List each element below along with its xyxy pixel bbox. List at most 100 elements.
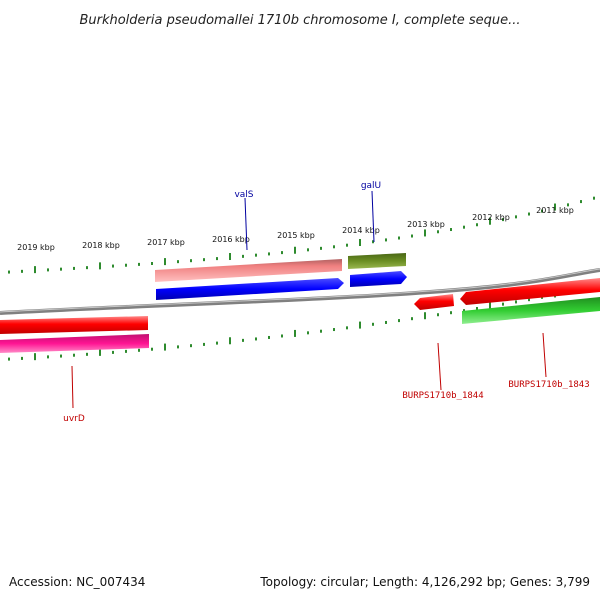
minor-tick-mark <box>515 300 517 304</box>
minor-tick-mark <box>463 309 465 313</box>
minor-tick-mark <box>242 338 244 342</box>
minor-tick-mark <box>177 345 179 349</box>
minor-tick-mark <box>476 307 478 311</box>
major-tick-mark <box>99 348 101 356</box>
minor-tick-mark <box>450 311 452 315</box>
major-tick-mark <box>489 217 491 225</box>
uvrD-leader-line <box>71 365 74 409</box>
minor-tick-mark <box>86 352 88 356</box>
feature-uvrD-cds[interactable] <box>0 316 148 334</box>
major-tick-mark <box>34 266 36 274</box>
feature-BURPS1710b_1843-rna[interactable] <box>462 297 600 324</box>
minor-tick-mark <box>216 257 218 261</box>
minor-tick-mark <box>190 344 192 348</box>
minor-tick-mark <box>216 341 218 345</box>
minor-tick-mark <box>47 355 49 359</box>
minor-tick-mark <box>528 212 530 216</box>
minor-tick-mark <box>398 236 400 240</box>
minor-tick-mark <box>333 328 335 332</box>
topology-summary-text: Topology: circular; Length: 4,126,292 bp… <box>259 575 590 589</box>
major-tick-mark <box>34 353 36 361</box>
feature-valS-rna[interactable] <box>155 259 342 282</box>
BURPS1710b_1844-leader-line <box>437 342 442 391</box>
minor-tick-mark <box>450 228 452 232</box>
feature-uvrD-rna[interactable] <box>0 334 149 353</box>
minor-tick-mark <box>47 268 49 272</box>
minor-tick-mark <box>8 357 10 361</box>
minor-tick-mark <box>411 234 413 238</box>
minor-tick-mark <box>138 348 140 352</box>
minor-tick-mark <box>437 230 439 234</box>
minor-tick-mark <box>385 238 387 242</box>
minor-tick-mark <box>86 266 88 270</box>
feature-BURPS1710b_1843-cds[interactable] <box>460 278 600 305</box>
tick-label: 2014 kbp <box>342 226 380 235</box>
major-tick-mark <box>229 337 231 345</box>
minor-tick-mark <box>541 209 543 213</box>
minor-tick-mark <box>73 353 75 357</box>
tick-label: 2016 kbp <box>212 235 250 244</box>
minor-tick-mark <box>268 252 270 256</box>
minor-tick-mark <box>307 248 309 252</box>
minor-tick-mark <box>385 320 387 324</box>
minor-tick-mark <box>463 225 465 229</box>
chromosome-backbone-highlight <box>0 268 600 313</box>
upper-tick-rail <box>8 196 595 274</box>
gene-label-uvrD[interactable]: uvrD <box>63 414 85 424</box>
major-tick-mark <box>294 246 296 254</box>
valS-leader-line <box>244 197 248 251</box>
minor-tick-mark <box>307 331 309 335</box>
tick-labels: 2019 kbp 2018 kbp 2017 kbp 2016 kbp 2015… <box>17 206 574 252</box>
minor-tick-mark <box>151 347 153 351</box>
major-tick-mark <box>164 258 166 266</box>
minor-tick-mark <box>242 254 244 258</box>
major-tick-mark <box>424 229 426 237</box>
tick-label: 2015 kbp <box>277 231 315 240</box>
minor-tick-mark <box>8 270 10 274</box>
minor-tick-mark <box>567 203 569 207</box>
feature-galU-rna[interactable] <box>348 253 406 269</box>
minor-tick-mark <box>502 302 504 306</box>
minor-tick-mark <box>21 269 23 273</box>
chromosome-backbone <box>0 268 600 315</box>
minor-tick-mark <box>515 215 517 219</box>
gene-label-BURPS1710b_1844[interactable]: BURPS1710b_1844 <box>402 391 483 401</box>
feature-BURPS1710b_1844[interactable] <box>414 294 454 310</box>
minor-tick-mark <box>112 264 114 268</box>
minor-tick-mark <box>411 317 413 321</box>
map-title: Burkholderia pseudomallei 1710b chromoso… <box>79 13 520 28</box>
feature-valS-cds[interactable] <box>156 278 344 300</box>
tick-label: 2017 kbp <box>147 238 185 247</box>
minor-tick-mark <box>333 245 335 249</box>
minor-tick-mark <box>255 253 257 257</box>
minor-tick-mark <box>476 223 478 227</box>
minor-tick-mark <box>177 260 179 264</box>
minor-tick-mark <box>346 243 348 247</box>
minor-tick-mark <box>190 259 192 263</box>
major-tick-mark <box>99 262 101 270</box>
minor-tick-mark <box>268 335 270 339</box>
minor-tick-mark <box>281 334 283 338</box>
gene-label-valS[interactable]: valS <box>234 190 253 200</box>
gene-label-galU[interactable]: galU <box>361 181 381 191</box>
minor-tick-mark <box>125 349 127 353</box>
tick-label: 2012 kbp <box>472 213 510 222</box>
tick-label: 2018 kbp <box>82 241 120 250</box>
feature-galU-cds[interactable] <box>350 271 407 287</box>
major-tick-mark <box>489 301 491 309</box>
galU-leader-line <box>371 190 375 243</box>
minor-tick-mark <box>372 322 374 326</box>
minor-tick-mark <box>502 218 504 222</box>
tick-label: 2013 kbp <box>407 220 445 229</box>
BURPS1710b_1843-leader-line <box>542 332 547 378</box>
minor-tick-mark <box>73 266 75 270</box>
gene-label-BURPS1710b_1843[interactable]: BURPS1710b_1843 <box>508 380 589 390</box>
minor-tick-mark <box>151 262 153 266</box>
accession-text: Accession: NC_007434 <box>9 575 145 589</box>
minor-tick-mark <box>346 326 348 330</box>
minor-tick-mark <box>112 350 114 354</box>
minor-tick-mark <box>580 200 582 204</box>
major-tick-mark <box>164 343 166 351</box>
major-tick-mark <box>359 321 361 329</box>
